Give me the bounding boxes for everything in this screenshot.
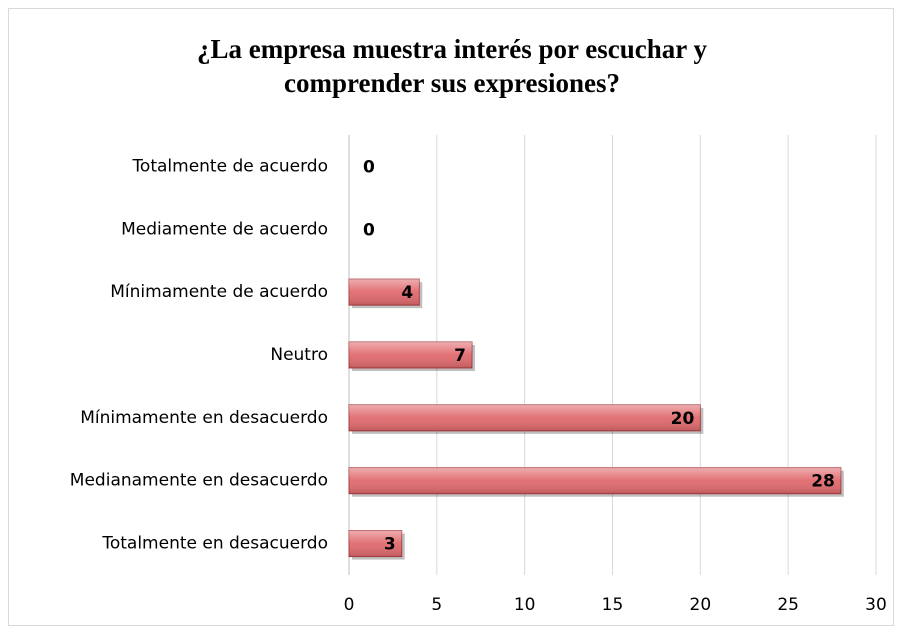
x-tick-label: 30	[865, 595, 887, 615]
data-label: 4	[401, 283, 413, 303]
bar-shine	[349, 530, 402, 557]
bar-shine	[349, 404, 701, 431]
y-tick-label: Medianamente en desacuerdo	[70, 471, 328, 491]
x-tick-label: 10	[514, 595, 536, 615]
x-tick-label: 0	[344, 595, 355, 615]
data-label: 3	[384, 535, 396, 555]
x-tick-label: 25	[777, 595, 799, 615]
data-label: 20	[671, 409, 695, 429]
data-label: 0	[363, 157, 375, 177]
x-tick-label: 5	[431, 595, 442, 615]
data-label: 0	[363, 220, 375, 240]
chart-frame	[8, 8, 894, 626]
y-tick-label: Totalmente de acuerdo	[131, 156, 328, 176]
y-tick-label: Neutro	[270, 345, 328, 365]
x-tick-label: 15	[602, 595, 624, 615]
y-tick-label: Mediamente de acuerdo	[121, 219, 328, 239]
bar-shine	[349, 279, 420, 306]
y-tick-label: Totalmente en desacuerdo	[101, 534, 328, 554]
data-label: 28	[811, 472, 835, 492]
data-label: 7	[454, 346, 466, 366]
y-tick-label: Mínimamente en desacuerdo	[80, 408, 328, 428]
bar-shine	[349, 342, 472, 368]
chart-title: ¿La empresa muestra interés por escuchar…	[197, 34, 707, 98]
bar-shine	[349, 467, 841, 494]
x-tick-label: 20	[690, 595, 712, 615]
y-tick-label: Mínimamente de acuerdo	[110, 282, 328, 302]
